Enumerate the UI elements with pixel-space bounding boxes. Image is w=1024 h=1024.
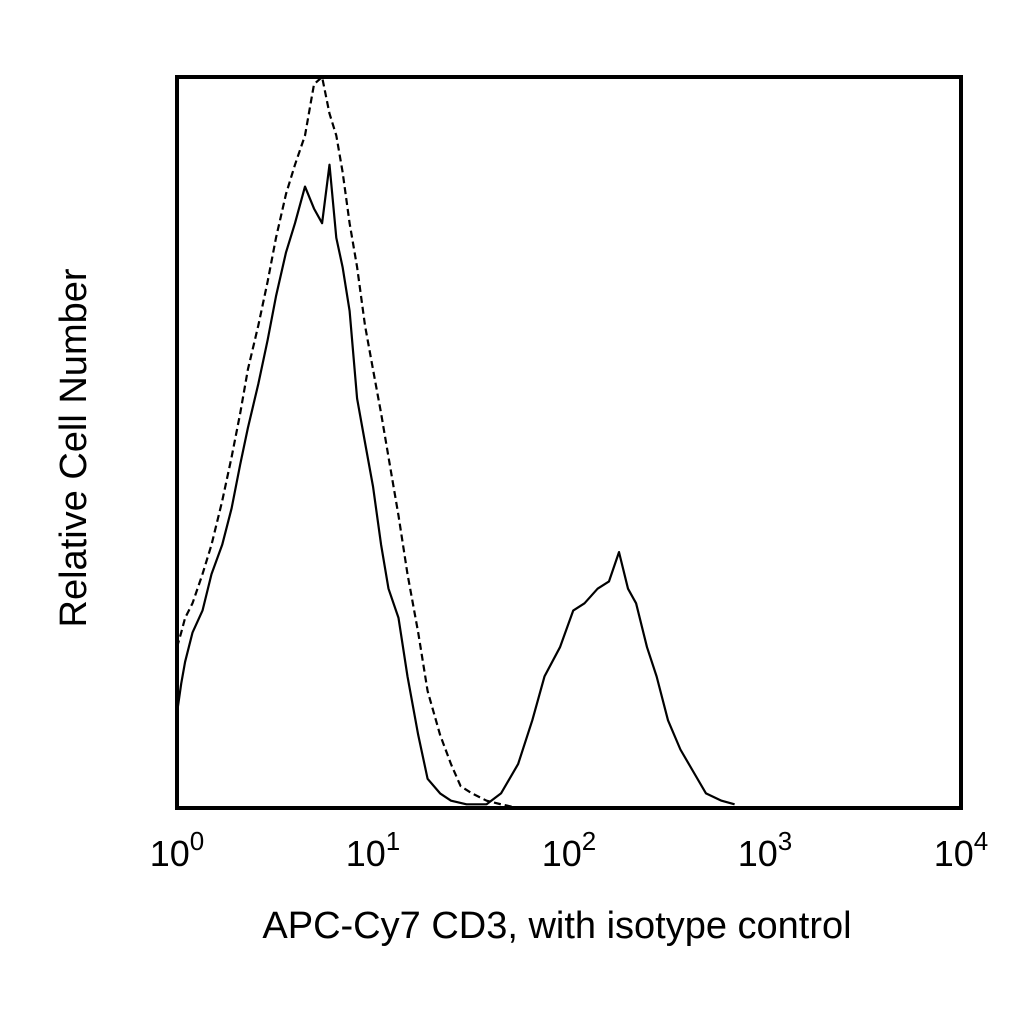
cd3-stained-line bbox=[175, 163, 735, 806]
x-tick-label: 102 bbox=[542, 826, 597, 874]
x-tick-label: 103 bbox=[738, 826, 793, 874]
x-tick-label: 104 bbox=[934, 826, 989, 874]
series-layer bbox=[175, 75, 735, 810]
x-axis-label: APC-Cy7 CD3, with isotype control bbox=[262, 905, 851, 947]
plot-frame bbox=[175, 75, 963, 810]
x-tick-label: 100 bbox=[150, 826, 205, 874]
isotype-control-line bbox=[175, 75, 519, 810]
x-tick-labels: 100 101 102 103 104 bbox=[150, 826, 989, 874]
x-tick-label: 101 bbox=[346, 826, 401, 874]
y-axis-label: Relative Cell Number bbox=[53, 268, 95, 627]
